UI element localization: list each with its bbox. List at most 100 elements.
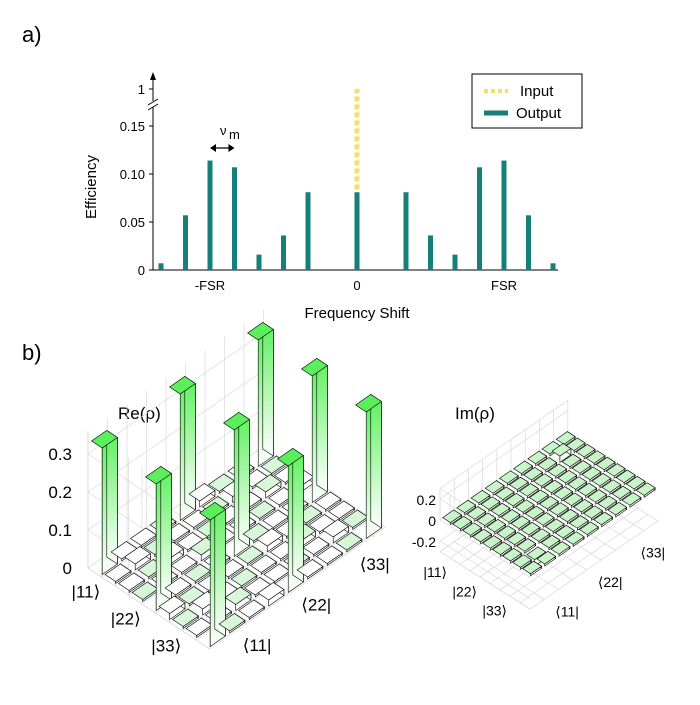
- x-tick-label: 0: [353, 278, 360, 293]
- bar-face-top: [486, 519, 507, 533]
- bar-face-top: [575, 444, 596, 458]
- bar-face-top: [224, 586, 252, 605]
- x-axis-title: Frequency Shift: [304, 305, 410, 322]
- bar-face-top: [104, 563, 132, 582]
- bar-face-top: [537, 457, 558, 471]
- bar-face-top: [555, 431, 576, 445]
- bar-face-top: [516, 538, 537, 552]
- bar-face-top: [593, 511, 614, 526]
- wall-grid-line: [87, 332, 264, 455]
- bar-face-top: [625, 476, 646, 490]
- bar-face-top: [472, 528, 493, 543]
- bar-face-top: [530, 528, 551, 542]
- row-label: |11⟩: [423, 564, 447, 580]
- bar-face-top: [494, 486, 515, 500]
- z-tick-label: -0.2: [412, 534, 436, 550]
- bar-face-top: [355, 394, 382, 413]
- bar-face-top: [238, 599, 265, 618]
- spacing-symbol: ν: [220, 123, 227, 138]
- bar-face-top: [480, 496, 501, 510]
- bar-face-top: [518, 483, 539, 497]
- col-label: ⟨33|: [641, 545, 666, 561]
- bar-face-top: [607, 502, 628, 516]
- bar-face-top: [296, 559, 324, 578]
- bar-face-top: [301, 358, 328, 377]
- bar-face-top: [514, 499, 535, 513]
- bar-face-top: [567, 476, 588, 490]
- x-tick-label: FSR: [491, 278, 517, 293]
- bar-face-top: [476, 512, 497, 526]
- bar-face-top: [302, 536, 330, 555]
- bar-face-top: [508, 476, 529, 491]
- wall-grid-line: [439, 498, 531, 557]
- floor-grid-line: [204, 486, 327, 569]
- wall-grid-line: [439, 410, 568, 500]
- bar-face-top: [164, 577, 192, 596]
- spacing-arrow-head-left: [210, 144, 216, 152]
- bar-face-top: [547, 463, 568, 477]
- bar-face-top: [558, 508, 579, 523]
- row-label: |22⟩: [111, 610, 141, 629]
- output-bar: [183, 215, 188, 270]
- bar-face-top: [158, 595, 186, 614]
- bar-face-top: [561, 453, 582, 468]
- floor-grid-line: [87, 567, 210, 650]
- bar-face-top: [557, 470, 578, 484]
- bar-face-top: [601, 479, 622, 493]
- output-bar: [550, 263, 556, 270]
- bar-face-top: [490, 502, 511, 517]
- floor-grid-line: [509, 507, 638, 597]
- bar-face-top: [553, 486, 574, 500]
- x-tick-label: -FSR: [195, 278, 225, 293]
- bar-face-top: [218, 613, 246, 632]
- y-axis-arrow: [150, 72, 156, 80]
- bar-face-top: [170, 554, 198, 573]
- y-tick-label: 0.15: [120, 119, 145, 134]
- bar-face-top: [611, 485, 632, 500]
- row-label: |33⟩: [151, 637, 181, 656]
- bar-face-top: [277, 448, 304, 467]
- bar-face-top: [256, 528, 283, 547]
- bar-face-top: [512, 554, 533, 568]
- bar-face-top: [520, 522, 541, 536]
- y-tick-label: 0.10: [120, 167, 145, 182]
- z-tick-label: 0.1: [48, 521, 72, 540]
- bar-face-top: [563, 492, 584, 506]
- output-bar: [281, 235, 286, 270]
- y-tick-label: 0.05: [120, 215, 145, 230]
- z-tick-label: 0.2: [417, 492, 437, 508]
- efficiency-bar-chart: 0 0.05 0.10 0.15 1 -FSR 0 FSR Frequency Shift Eff…: [83, 72, 583, 322]
- bar-face-top: [247, 322, 274, 341]
- bar-face-top: [172, 608, 199, 627]
- bar-face-top: [540, 534, 561, 549]
- floor-grid-line: [209, 527, 386, 650]
- bar-face-top: [635, 482, 656, 496]
- bar-face-top: [118, 572, 145, 591]
- bar-face-top: [571, 460, 592, 474]
- floor-grid-line: [165, 513, 288, 596]
- bar-face-top: [504, 493, 525, 507]
- bar-face-top: [577, 482, 598, 497]
- bar-face-top: [548, 502, 569, 516]
- bar-face-top: [250, 554, 277, 573]
- bar-face-top: [484, 480, 505, 494]
- output-bar: [305, 192, 311, 270]
- re-rho-bars: [91, 321, 382, 648]
- output-bar: [354, 192, 360, 270]
- floor-grid-line: [529, 520, 658, 610]
- bar-face-top: [543, 479, 564, 494]
- col-label: ⟨11|: [555, 603, 579, 619]
- re-rho-title: Re(ρ): [118, 404, 161, 423]
- wall-grid-line: [439, 540, 531, 599]
- bar-face-top: [498, 470, 519, 484]
- bar-face-top: [188, 483, 216, 502]
- legend-output-label: Output: [516, 105, 562, 122]
- bar-face-top: [534, 512, 555, 526]
- bar-face-top: [522, 560, 543, 575]
- output-bar: [501, 160, 507, 270]
- bar-face-top: [452, 516, 473, 530]
- legend-input-label: Input: [520, 83, 554, 100]
- wall-grid-line: [439, 400, 568, 489]
- output-bar: [477, 167, 482, 270]
